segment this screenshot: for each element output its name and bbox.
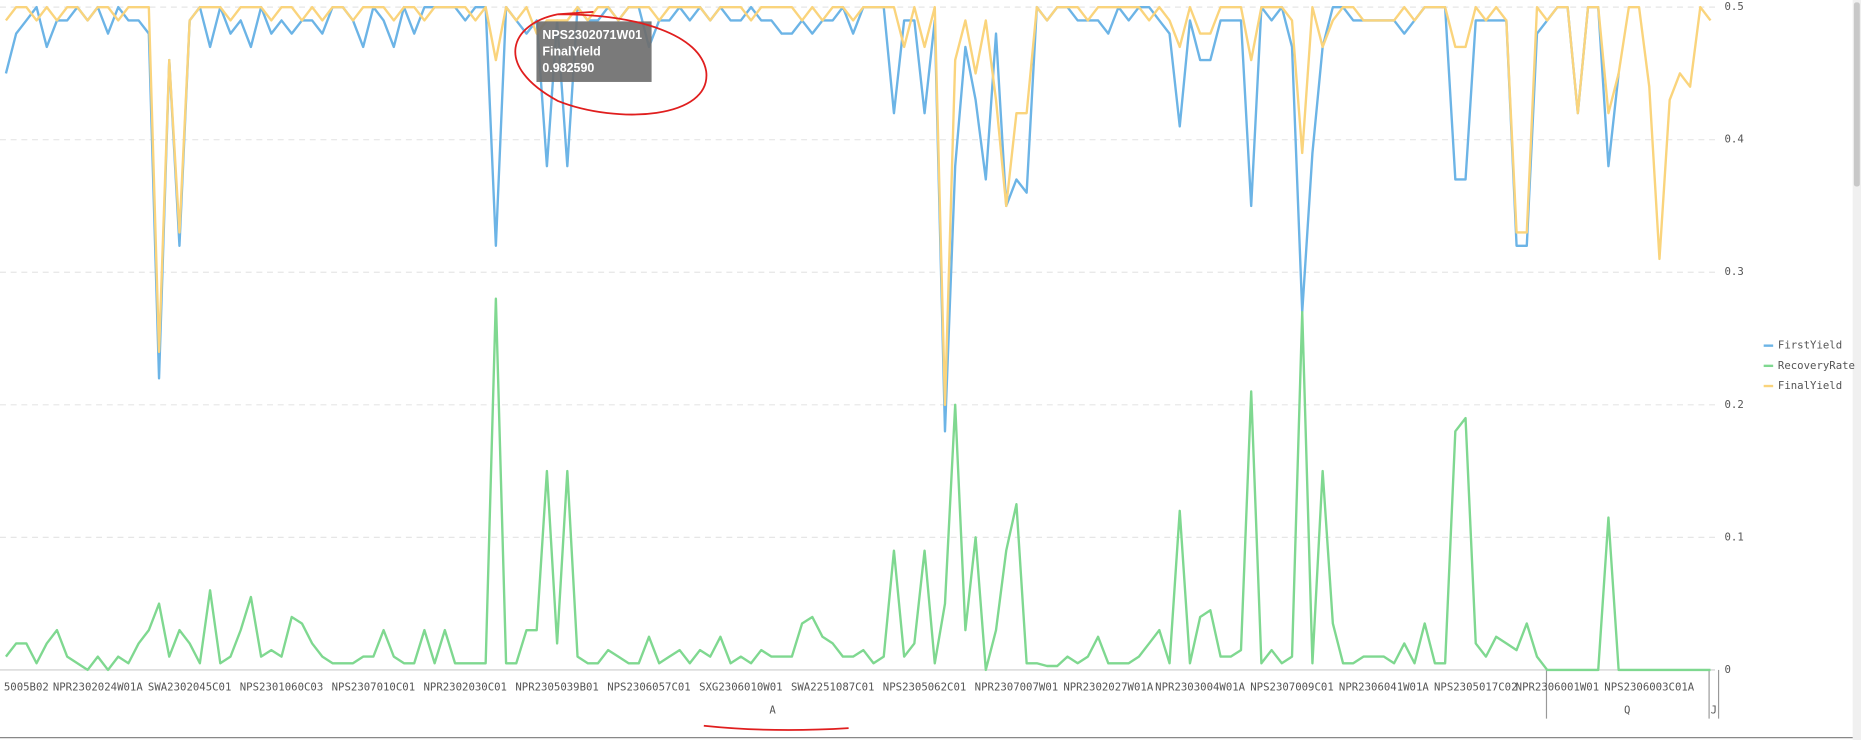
x-tick-label: NPS2306057C01 [607, 681, 690, 694]
legend-label: FinalYield [1778, 379, 1842, 392]
tooltip-series: FinalYield [542, 45, 600, 59]
series-line [4, 5, 1712, 406]
x-tick-label: NPR2305039B01 [515, 681, 598, 694]
x-tick-label: SXG2306010W01 [699, 681, 782, 694]
x-tick-label: NPS2305062C01 [883, 681, 966, 694]
scrollbar-thumb[interactable] [1853, 2, 1860, 187]
annotation-underline [703, 724, 849, 731]
y-tick-label: 0 [1725, 663, 1731, 676]
x-tick-label: SWA2251087C01 [791, 681, 874, 694]
tooltip-category: NPS2302071W01 [542, 28, 642, 42]
x-tick-label: NPR2302030C01 [424, 681, 507, 694]
series-line [4, 5, 1620, 433]
x-tick-label: NPR2303004W01A [1155, 681, 1245, 694]
scrollbar[interactable] [1852, 0, 1861, 740]
legend-label: FirstYield [1778, 339, 1842, 352]
x-tick-label: NPS2305017C02 [1434, 681, 1517, 694]
y-tick-label: 0.3 [1725, 265, 1744, 278]
x-tick-label: NPR2306001W01 [1516, 681, 1599, 694]
group-label: Q [1624, 703, 1630, 716]
x-tick-label: NPS2307009C01 [1250, 681, 1333, 694]
x-tick-label: NPS2307010C01 [332, 681, 415, 694]
x-tick-label: NPR2302027W01A [1063, 681, 1153, 694]
x-tick-label: SWA2302045C01 [148, 681, 231, 694]
legend-label: RecoveryRate [1778, 359, 1855, 372]
group-label: J [1711, 703, 1717, 716]
tooltip-box [536, 21, 652, 82]
x-tick-label: NPR2307007W01 [975, 681, 1058, 694]
tooltip-value: 0.982590 [542, 61, 594, 75]
x-tick-label: NPS2301060C03 [240, 681, 323, 694]
annotation-circle [514, 10, 708, 116]
series-line [4, 297, 1711, 672]
group-label: A [769, 703, 776, 716]
x-tick-label: NPR2302024W01A [53, 681, 143, 694]
x-tick-label: NPR2306041W01A [1339, 681, 1429, 694]
tooltip: NPS2302071W01 FinalYield 0.982590 [536, 21, 652, 82]
y-tick-label: 0.4 [1725, 133, 1744, 146]
x-tick-label: NPS2306003C01A [1604, 681, 1694, 694]
x-tick-label: 5005B02 [4, 681, 49, 694]
y-tick-label: 0.5 [1725, 0, 1744, 13]
y-tick-label: 0.2 [1725, 398, 1744, 411]
plot-area: 0 0.1 0.2 0.3 0.4 0.5 5005B02 NPR2302024W01A SWA… [0, 0, 1744, 694]
y-tick-label: 0.1 [1725, 530, 1744, 543]
